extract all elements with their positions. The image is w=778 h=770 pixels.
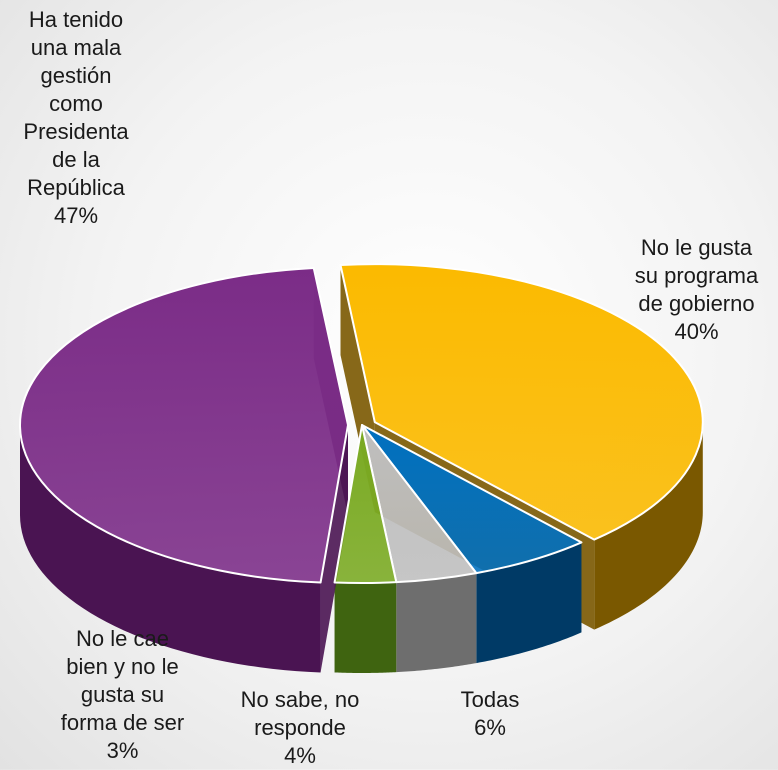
label-no-le-cae-bien: No le cae bien y no le gusta su forma de… <box>60 626 185 763</box>
pie-slice-1 <box>361 424 583 575</box>
label-no-sabe-no-responde: No sabe, no responde 4% <box>240 687 360 768</box>
pie-side-0 <box>594 422 703 630</box>
label-ha-tenido-mala-gestion: Ha tenido una mala gestión como Presiden… <box>23 7 129 228</box>
pie-slice-4 <box>19 266 349 584</box>
pie-side-1 <box>476 542 582 664</box>
pie-side-4 <box>20 425 321 673</box>
pie-tops <box>19 263 704 584</box>
label-no-le-gusta-programa: No le gusta su programa de gobierno 40% <box>634 235 759 344</box>
label-todas: Todas 6% <box>460 687 520 740</box>
pie-slice-3 <box>333 424 398 584</box>
pie-side-2 <box>396 573 477 673</box>
pie-side-3 <box>334 582 397 673</box>
pie-slice-0 <box>339 263 704 541</box>
pie-cut-face-4-0 <box>320 425 348 673</box>
